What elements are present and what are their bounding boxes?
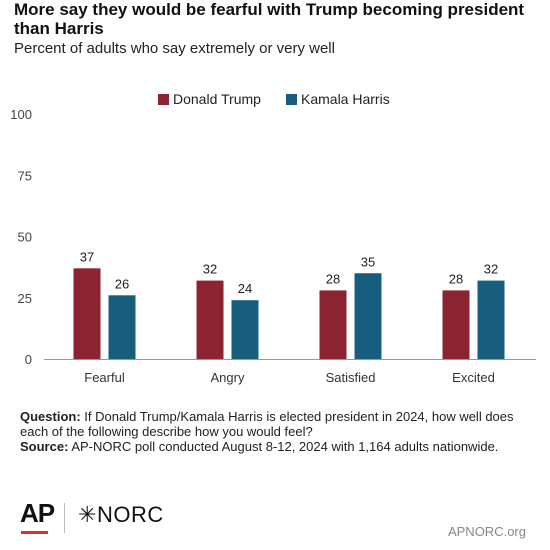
bar-chart: Donald Trump Kamala Harris 0 25 50 75 100 37 2…: [10, 91, 536, 385]
data-label: 26: [115, 276, 129, 291]
question-text: If Donald Trump/Kamala Harris is elected…: [20, 409, 514, 439]
bar-trump-angry: [196, 280, 224, 359]
logo-divider: [64, 503, 65, 533]
data-label: 32: [203, 262, 217, 277]
bar-trump-fearful: [73, 268, 101, 359]
y-tick-label: 50: [18, 230, 32, 245]
data-label: 37: [80, 249, 94, 264]
bar-trump-satisfied: [319, 290, 347, 359]
chart-subtitle: Percent of adults who say extremely or v…: [14, 40, 335, 57]
chart-legend: Donald Trump Kamala Harris: [158, 91, 390, 107]
x-tick-label: Fearful: [84, 370, 125, 385]
data-label: 28: [326, 271, 340, 286]
legend-label-2: Kamala Harris: [301, 91, 390, 107]
data-label: 28: [449, 271, 463, 286]
bar-harris-fearful: [108, 295, 136, 359]
y-tick-label: 100: [10, 107, 32, 122]
norc-star-icon: ✳: [78, 502, 97, 527]
x-tick-label: Excited: [452, 370, 495, 385]
x-tick-label: Angry: [211, 370, 245, 385]
legend-label-1: Donald Trump: [173, 91, 261, 107]
data-label: 24: [238, 281, 252, 296]
x-tick-label: Satisfied: [326, 370, 376, 385]
legend-swatch-2: [286, 94, 297, 105]
bar-harris-angry: [231, 300, 259, 359]
y-tick-label: 75: [18, 168, 32, 183]
data-label: 35: [361, 254, 375, 269]
data-label: 32: [484, 262, 498, 277]
question-label: Question:: [20, 409, 81, 424]
legend-swatch-1: [158, 94, 169, 105]
y-tick-label: 25: [18, 291, 32, 306]
source-text: AP-NORC poll conducted August 8-12, 2024…: [71, 439, 499, 454]
bars: 37 26 32 24 28 35 28 32: [73, 249, 505, 359]
ap-logo: AP: [20, 498, 55, 528]
bar-trump-excited: [442, 290, 470, 359]
norc-logo: ✳NORC: [78, 502, 164, 528]
question-note: Question: If Donald Trump/Kamala Harris …: [20, 409, 535, 439]
y-tick-label: 0: [25, 352, 32, 367]
x-axis: Fearful Angry Satisfied Excited: [44, 359, 536, 385]
bar-harris-excited: [477, 280, 505, 359]
bar-harris-satisfied: [354, 273, 382, 359]
ap-logo-underline: [21, 531, 48, 534]
chart-title: More say they would be fearful with Trum…: [14, 0, 525, 38]
site-url: APNORC.org: [447, 524, 526, 539]
chart-notes: Question: If Donald Trump/Kamala Harris …: [20, 409, 535, 454]
source-label: Source:: [20, 439, 69, 454]
y-axis: 0 25 50 75 100: [10, 107, 32, 367]
norc-logo-text: NORC: [96, 502, 164, 527]
source-note: Source: AP-NORC poll conducted August 8-…: [20, 439, 535, 454]
